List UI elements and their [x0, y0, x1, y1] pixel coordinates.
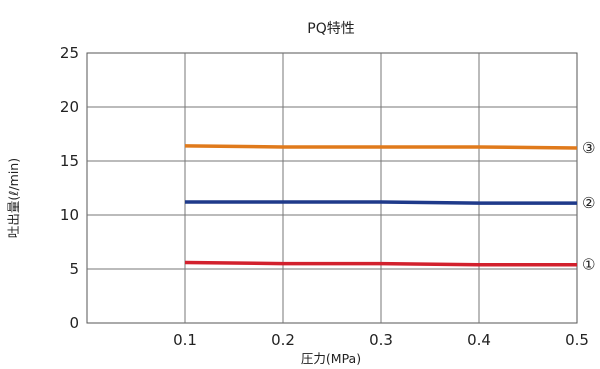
series-line-3: [184, 144, 578, 150]
y-tick-label: 20: [60, 98, 79, 116]
y-axis-title: 吐出量(ℓ/min): [6, 158, 21, 238]
x-tick-label: 0.5: [565, 331, 589, 349]
y-tick-label: 0: [69, 314, 79, 332]
series-labels: ① ② ③: [582, 139, 595, 274]
series-label-3: ③: [582, 139, 595, 157]
series-line-2: [185, 200, 577, 205]
x-tick-labels: 0.1 0.2 0.3 0.4 0.5: [173, 331, 589, 349]
x-tick-label: 0.4: [467, 331, 491, 349]
y-tick-labels: 0 5 10 15 20 25: [60, 44, 79, 332]
x-axis-title: 圧力(MPa): [301, 351, 361, 366]
y-tick-label: 5: [69, 260, 79, 278]
x-tick-label: 0.1: [173, 331, 197, 349]
series-label-2: ②: [582, 194, 595, 212]
series-label-1: ①: [582, 256, 595, 274]
x-tick-label: 0.3: [369, 331, 393, 349]
plot-frame: [86, 52, 578, 324]
grid: [86, 52, 578, 324]
series-line-1: [184, 260, 577, 267]
y-tick-label: 25: [60, 44, 79, 62]
chart-title: PQ特性: [307, 21, 354, 37]
y-tick-label: 15: [60, 152, 79, 170]
y-tick-label: 10: [60, 206, 79, 224]
x-tick-label: 0.2: [271, 331, 295, 349]
series-layer: [184, 144, 578, 267]
